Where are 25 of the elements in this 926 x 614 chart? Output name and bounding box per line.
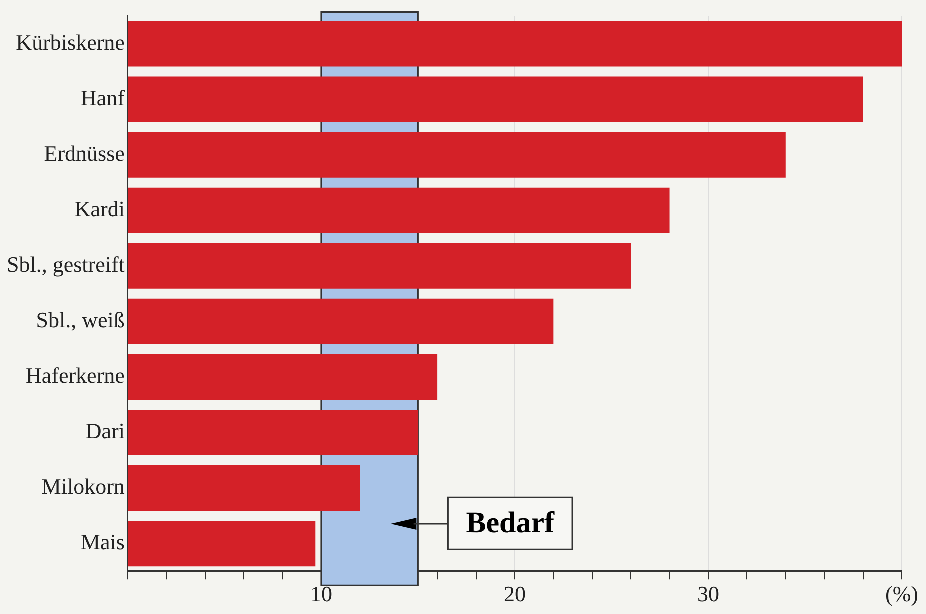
y-tick-label: Kürbiskerne: [16, 30, 125, 55]
bar: [128, 21, 902, 67]
x-tick-label: 30: [697, 582, 720, 607]
bar: [128, 243, 632, 289]
bar: [128, 466, 360, 512]
y-tick-label: Haferkerne: [26, 362, 125, 388]
y-tick-label: Milokorn: [42, 474, 125, 500]
y-tick-label: Sbl., weiß: [36, 307, 125, 332]
x-tick-label: 20: [504, 582, 526, 607]
y-tick-label: Sbl., gestreift: [6, 252, 125, 277]
y-tick-label: Mais: [80, 530, 125, 555]
x-tick-label: 10: [310, 582, 332, 607]
band-label: Bedarf: [466, 506, 556, 540]
x-tick-label: (%): [886, 582, 918, 607]
bar: [128, 298, 554, 344]
y-tick-label: Kardi: [74, 196, 125, 222]
bar: [128, 188, 670, 234]
bar: [128, 354, 438, 400]
bar: [128, 132, 786, 178]
bar: [128, 410, 418, 456]
y-tick-label: Dari: [86, 418, 125, 444]
y-tick-label: Hanf: [80, 85, 126, 110]
y-tick-label: Erdnüsse: [44, 140, 125, 166]
bar: [128, 521, 316, 567]
bar: [128, 76, 864, 122]
